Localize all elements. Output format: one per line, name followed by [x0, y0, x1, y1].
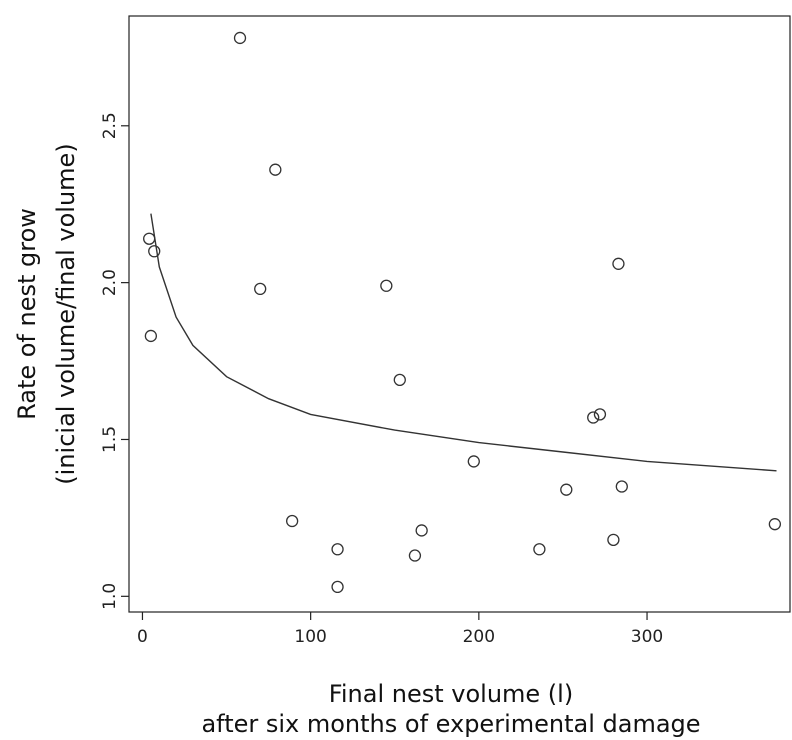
- x-tick-label: 300: [631, 627, 663, 647]
- fit-curve: [150, 213, 777, 472]
- data-point: [467, 455, 480, 468]
- data-point: [408, 549, 422, 562]
- data-point: [233, 31, 247, 45]
- axis-ticks: 0 100 200 300 1.0 1.5 2.0 2.5: [100, 112, 663, 647]
- x-tick-label: 100: [294, 627, 326, 647]
- y-tick-label: 2.0: [100, 269, 120, 296]
- data-point: [533, 543, 546, 556]
- data-point: [144, 329, 158, 343]
- x-axis-title: Final nest volume (l): [329, 680, 573, 708]
- x-tick-label: 0: [137, 627, 148, 647]
- data-point: [380, 279, 393, 292]
- x-axis-subtitle: after six months of experimental damage: [201, 710, 700, 738]
- fit-curve-group: [150, 213, 777, 472]
- data-point: [587, 411, 600, 424]
- data-point: [331, 543, 344, 556]
- y-axis-subtitle: (inicial volume/final volume): [52, 143, 80, 484]
- plot-frame: [128, 15, 791, 613]
- x-tick-label: 200: [463, 627, 495, 647]
- data-point: [768, 518, 782, 531]
- data-point: [612, 257, 625, 270]
- data-point: [393, 373, 406, 387]
- y-axis-title: Rate of nest grow: [13, 208, 41, 420]
- y-tick-label: 1.5: [100, 426, 120, 453]
- data-point: [254, 282, 267, 296]
- data-point: [331, 580, 344, 594]
- data-point: [148, 245, 161, 258]
- data-point: [593, 408, 607, 421]
- data-points: [143, 31, 782, 594]
- y-tick-label: 1.0: [100, 583, 120, 610]
- data-point: [143, 232, 156, 245]
- data-point: [607, 533, 620, 547]
- data-point: [285, 514, 299, 528]
- data-point: [415, 524, 428, 537]
- data-point: [560, 483, 573, 496]
- data-point: [269, 163, 282, 176]
- data-point: [615, 480, 628, 493]
- y-tick-label: 2.5: [100, 112, 120, 139]
